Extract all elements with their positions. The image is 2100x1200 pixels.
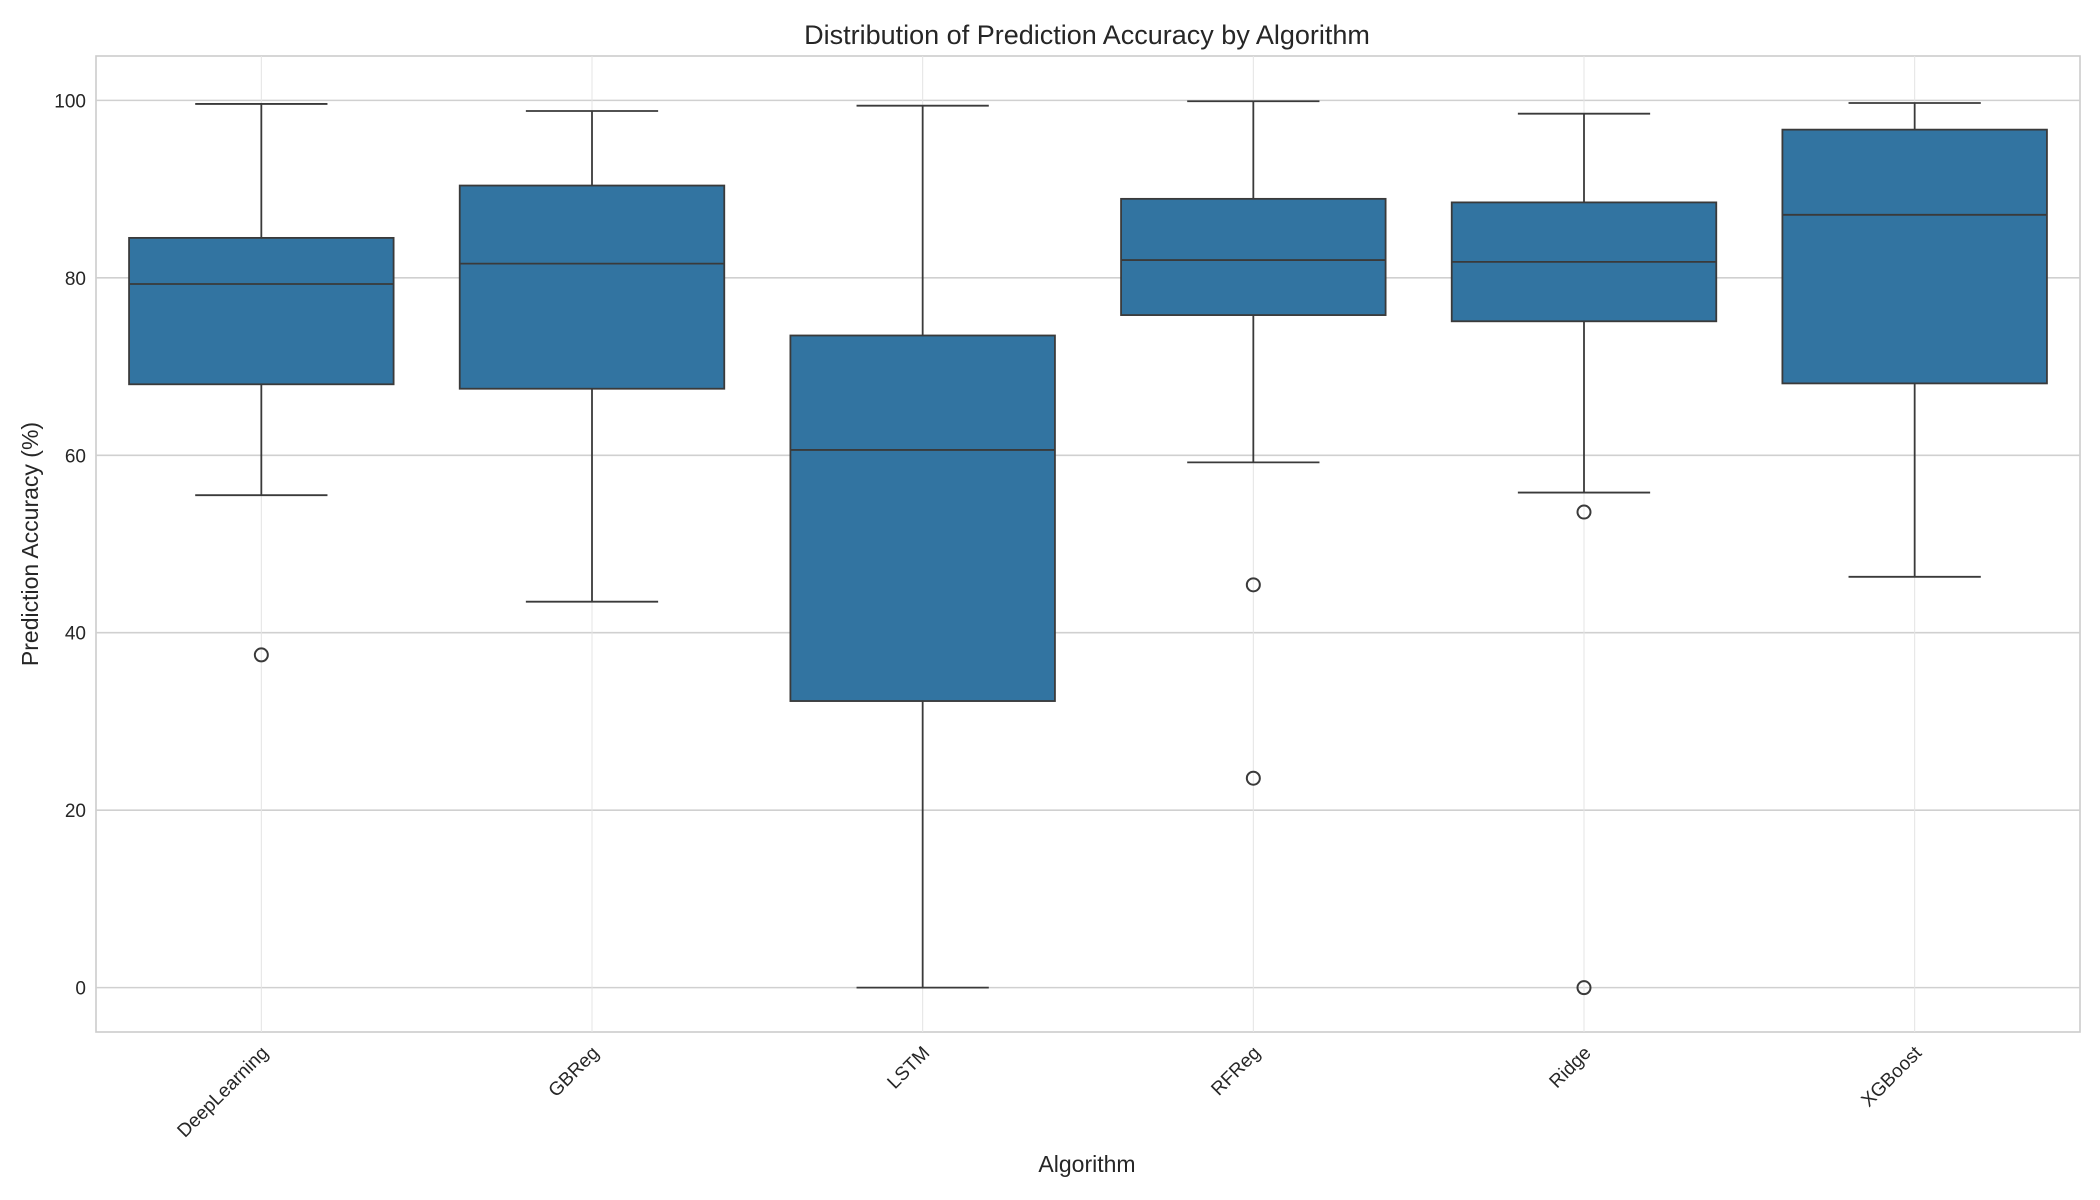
y-tick-label-40: 40 xyxy=(65,624,86,645)
outlier-ridge-0 xyxy=(1576,504,1592,520)
box-rfreg xyxy=(1120,100,1387,786)
box-ridge xyxy=(1450,112,1718,996)
iqr-box-deeplearning xyxy=(128,236,395,386)
x-tick-label-xgboost: XGBoost xyxy=(1858,1042,1927,1111)
x-tick-label-gbreg: GBReg xyxy=(545,1043,604,1102)
outlier-ridge-1 xyxy=(1576,980,1592,996)
y-tick-label-80: 80 xyxy=(65,269,86,290)
x-tick-label-ridge: Ridge xyxy=(1546,1043,1596,1093)
y-tick-label-100: 100 xyxy=(54,91,86,112)
plot-area xyxy=(95,55,2081,1033)
box-gbreg xyxy=(458,110,726,603)
box-xgboost xyxy=(1781,102,2048,578)
y-tick-label-60: 60 xyxy=(65,446,86,467)
box-lstm xyxy=(789,104,1056,989)
y-tick-label-0: 0 xyxy=(75,979,86,1000)
x-tick-labels: DeepLearning GBReg LSTM RFReg Ridge XGBoost xyxy=(174,1042,1927,1142)
iqr-box-rfreg xyxy=(1120,197,1387,316)
box-plots xyxy=(128,100,2048,996)
outlier-rfreg-1 xyxy=(1245,770,1261,786)
iqr-box-xgboost xyxy=(1781,128,2048,385)
x-tick-label-rfreg: RFReg xyxy=(1207,1043,1264,1100)
box-deeplearning xyxy=(128,103,395,663)
x-tick-label-lstm: LSTM xyxy=(884,1043,935,1094)
chart-title: Distribution of Prediction Accuracy by A… xyxy=(804,20,1370,50)
iqr-box-lstm xyxy=(789,334,1056,702)
y-tick-label-20: 20 xyxy=(65,801,86,822)
outlier-deeplearning-0 xyxy=(253,647,269,663)
y-axis-label: Prediction Accuracy (%) xyxy=(17,422,43,666)
y-tick-labels: 0 20 40 60 80 100 xyxy=(54,91,86,999)
x-tick-label-deeplearning: DeepLearning xyxy=(174,1043,273,1142)
iqr-box-gbreg xyxy=(458,184,726,390)
outlier-rfreg-0 xyxy=(1245,577,1261,593)
x-axis-label: Algorithm xyxy=(1038,1151,1135,1177)
